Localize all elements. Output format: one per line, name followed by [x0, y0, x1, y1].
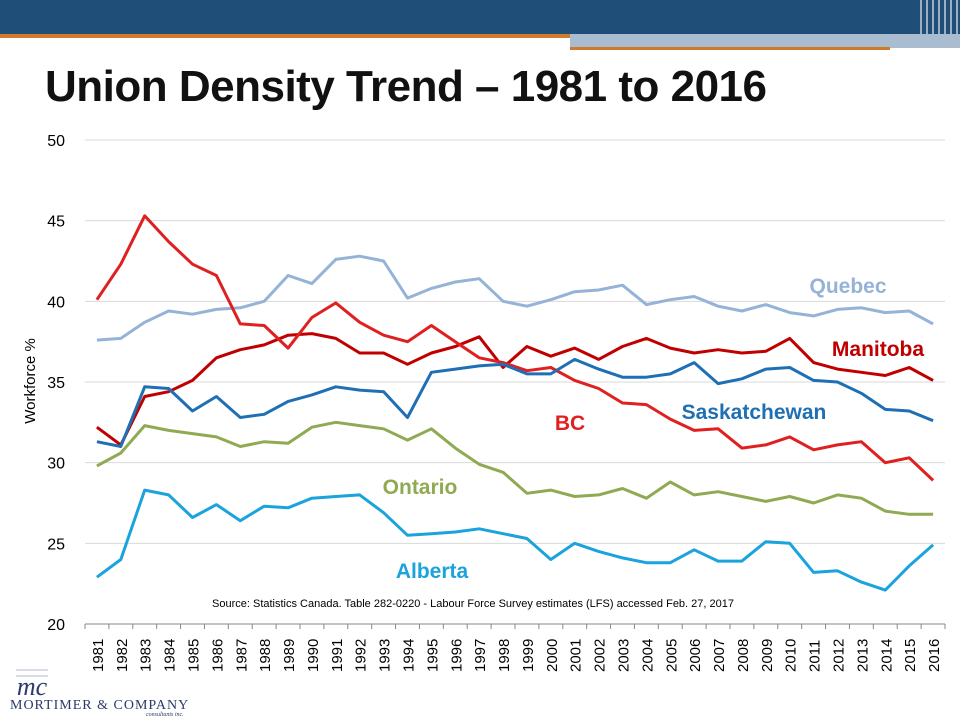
x-tick-label: 2000	[544, 639, 561, 672]
x-tick-label: 2014	[878, 639, 895, 672]
x-tick-label: 1997	[472, 639, 489, 672]
company-subtitle: consultants inc.	[146, 712, 184, 718]
x-tick-label: 2009	[759, 639, 776, 672]
series-line-quebec	[97, 256, 933, 340]
series-label-saskatchewan: Saskatchewan	[682, 401, 827, 424]
x-tick-label: 2006	[687, 639, 704, 672]
x-tick-label: 1993	[377, 639, 394, 672]
logo-monogram: mc	[17, 672, 48, 701]
x-tick-label: 2012	[831, 639, 848, 672]
y-axis-label: Workforce %	[22, 338, 39, 424]
x-axis-ticks: 1981 1982 1983 1984 1985 1986 1987 1988 1989 1990…	[85, 624, 945, 672]
y-tick-label: 30	[47, 456, 65, 473]
x-tick-label: 2011	[807, 640, 824, 672]
x-tick-label: 1995	[424, 639, 441, 672]
x-tick-label: 1992	[353, 639, 370, 672]
x-tick-label: 1996	[448, 639, 465, 672]
y-tick-label: 20	[47, 617, 65, 634]
y-tick-label: 40	[47, 294, 65, 311]
x-tick-label: 2001	[568, 639, 585, 672]
series-label-quebec: Quebec	[809, 275, 886, 298]
y-tick-label: 45	[47, 214, 65, 231]
x-tick-label: 2002	[592, 639, 609, 672]
x-tick-label: 2007	[711, 639, 728, 672]
series-line-ontario	[97, 422, 933, 514]
x-tick-label: 2004	[639, 639, 656, 672]
series-line-manitoba	[97, 334, 933, 445]
y-tick-label: 35	[47, 375, 65, 392]
x-tick-label: 2005	[663, 639, 680, 672]
x-tick-label: 1999	[520, 639, 537, 672]
logo-mark: mc	[12, 662, 52, 702]
series-label-alberta: Alberta	[396, 560, 469, 583]
series-label-bc: BC	[555, 412, 585, 435]
x-tick-label: 2008	[735, 639, 752, 672]
series-line-alberta	[97, 490, 933, 590]
x-tick-label: 2003	[616, 639, 633, 672]
x-tick-label: 1989	[281, 639, 298, 672]
series-label-ontario: Ontario	[383, 476, 458, 499]
x-tick-label: 2015	[902, 639, 919, 672]
line-chart: 20253035404550 1981 1982 1983 1984 1985 1986 1…	[0, 0, 960, 720]
x-tick-label: 1988	[257, 639, 274, 672]
x-tick-label: 1998	[496, 639, 513, 672]
x-tick-label: 2013	[854, 639, 871, 672]
x-tick-label: 1990	[305, 639, 322, 672]
y-tick-label: 25	[47, 536, 65, 553]
x-tick-label: 1991	[329, 639, 346, 672]
x-tick-label: 1986	[209, 639, 226, 672]
x-tick-label: 1987	[233, 639, 250, 672]
source-note: Source: Statistics Canada. Table 282-022…	[212, 598, 734, 610]
series-label-manitoba: Manitoba	[832, 338, 924, 361]
x-tick-label: 2016	[926, 639, 943, 672]
company-logo: mc MORTIMER & COMPANY consultants inc.	[8, 662, 208, 718]
x-tick-label: 2010	[783, 639, 800, 672]
y-axis-ticks: 20 25 30 35 40 45 50	[47, 133, 65, 634]
series-labels: Quebec Manitoba BC Saskatchewan Ontario Alber…	[383, 275, 925, 583]
x-tick-label: 1994	[401, 639, 418, 672]
y-tick-label: 50	[47, 133, 65, 150]
